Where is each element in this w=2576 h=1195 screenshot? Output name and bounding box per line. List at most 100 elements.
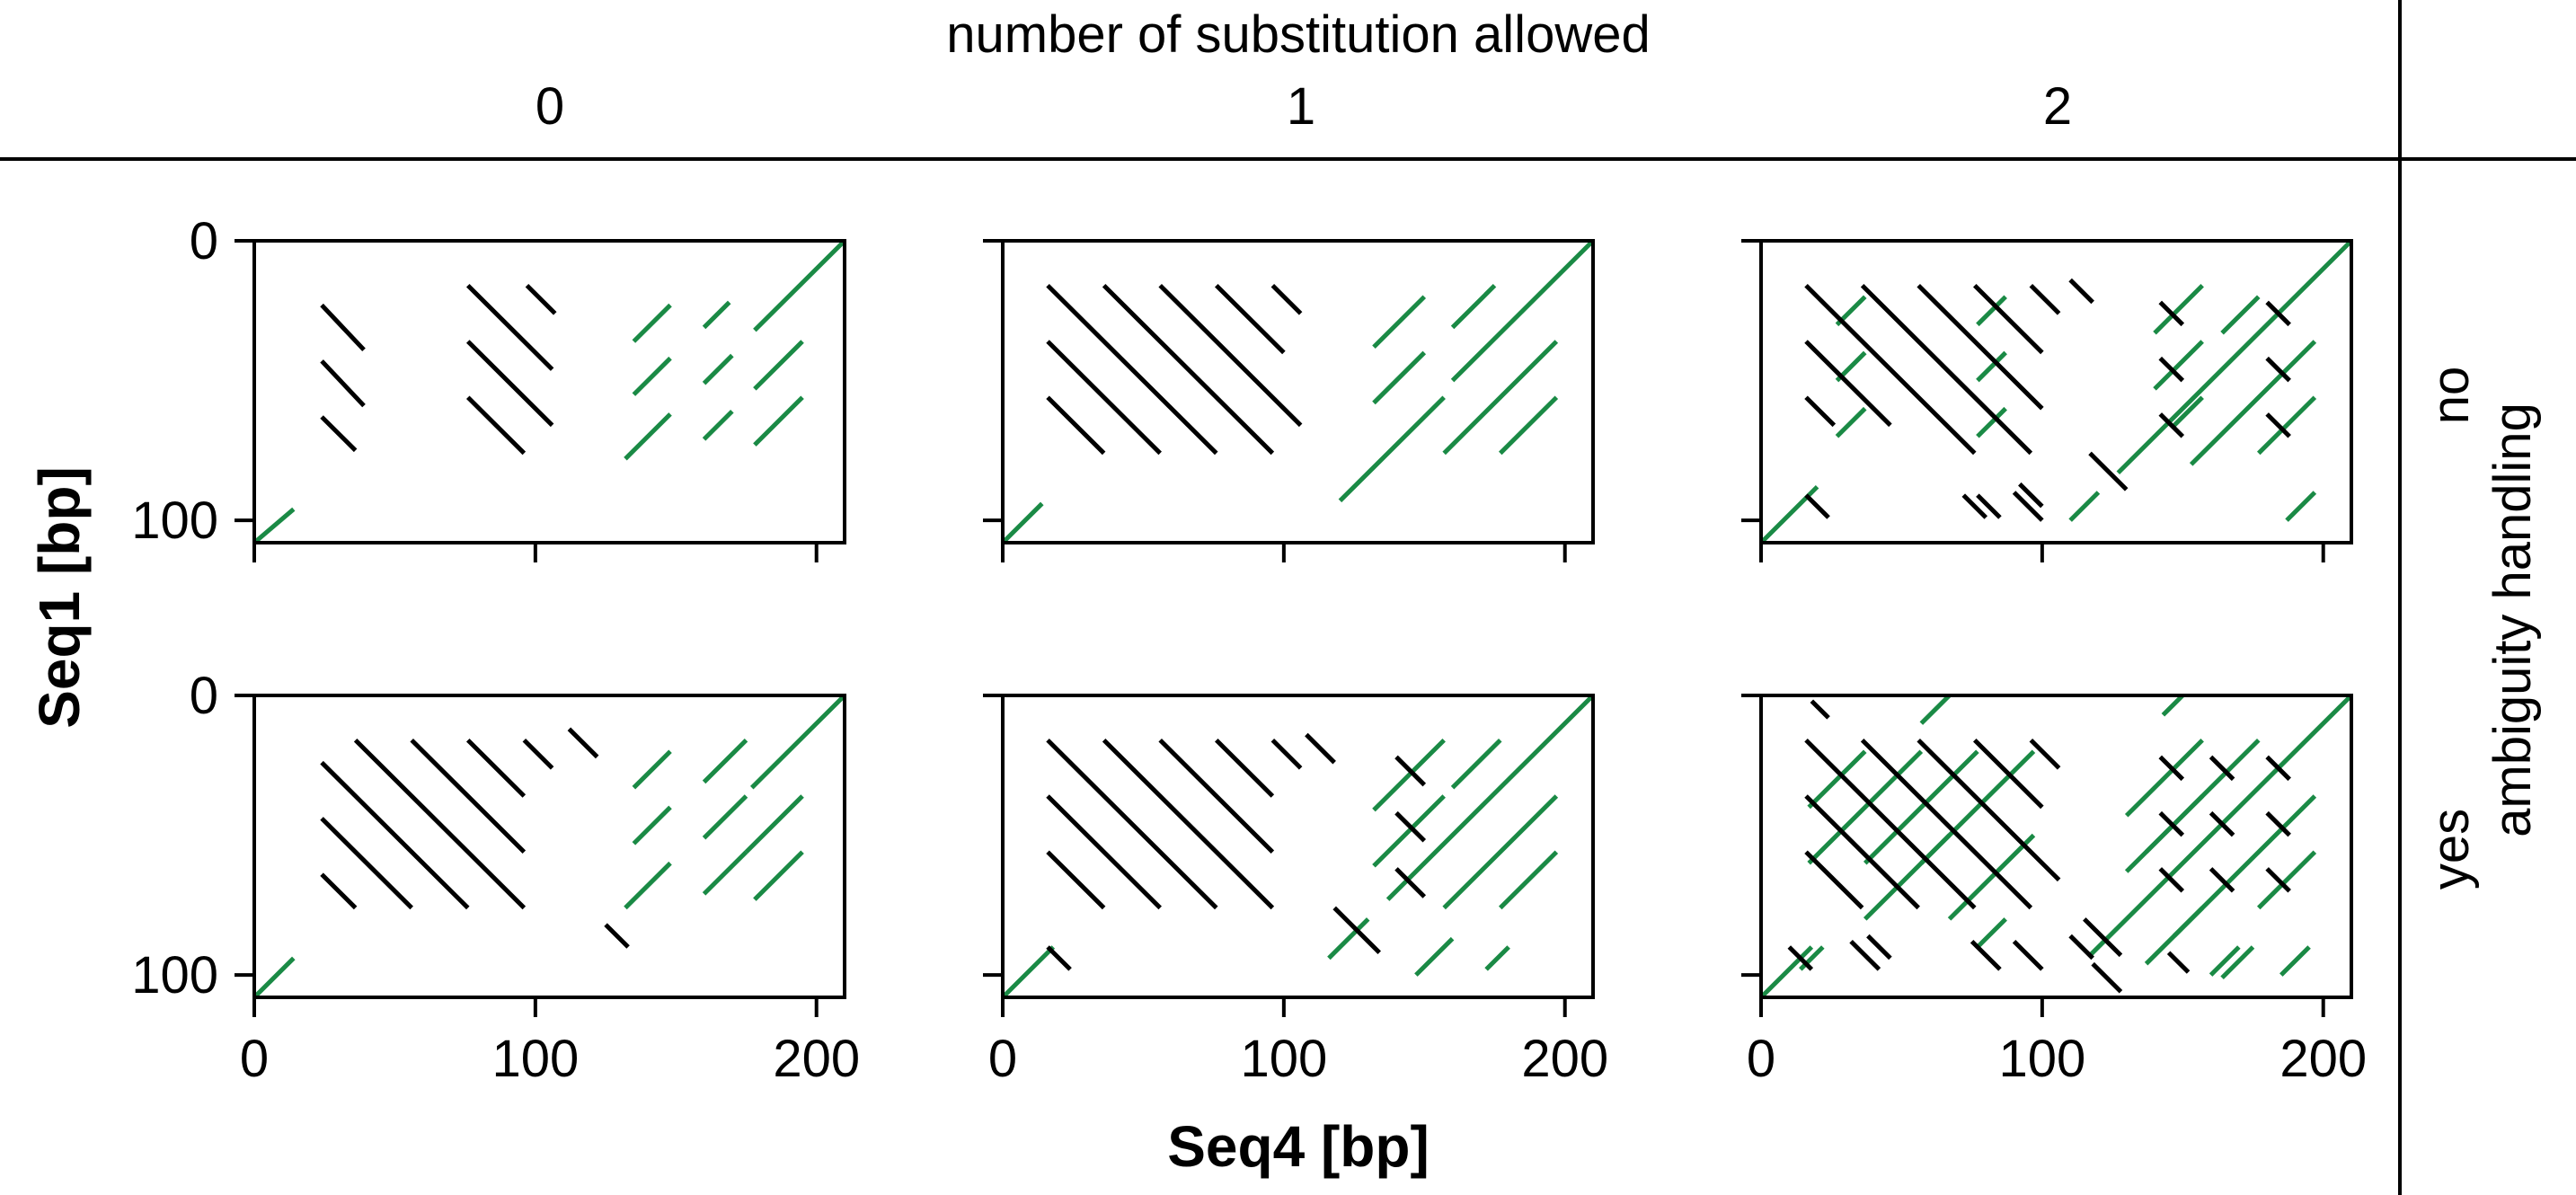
- forward-match-segment: [1372, 295, 1427, 349]
- forward-match-segment: [702, 353, 734, 385]
- reverse-match-segment: [1158, 739, 1275, 854]
- reverse-match-segment: [1804, 739, 1977, 910]
- forward-match-segment: [2285, 491, 2317, 522]
- forward-match-segment: [624, 861, 672, 910]
- forward-match-segment: [1003, 501, 1044, 543]
- reverse-match-segment: [1917, 739, 2061, 882]
- reverse-match-segment: [1394, 755, 1427, 787]
- reverse-match-segment: [320, 415, 358, 453]
- panel-segments: [1003, 695, 1593, 997]
- x-tick-label: 100: [1240, 1030, 1327, 1088]
- reverse-match-segment: [320, 760, 470, 910]
- reverse-match-segment: [320, 359, 366, 408]
- forward-match-segment: [1761, 945, 1814, 997]
- reverse-match-segment: [1102, 284, 1275, 456]
- reverse-match-segment: [2158, 867, 2185, 893]
- forward-match-segment: [1450, 739, 1502, 790]
- reverse-match-segment: [2012, 940, 2044, 971]
- panel-frame: [1759, 239, 2353, 544]
- forward-match-segment: [1450, 241, 1593, 383]
- reverse-match-segment: [2209, 755, 2235, 782]
- reverse-match-segment: [2265, 755, 2291, 782]
- panel-r0-c1: [983, 239, 1595, 562]
- reverse-match-segment: [2068, 934, 2094, 960]
- panel-r1-c1: 0 100 200: [983, 694, 1608, 1088]
- reverse-match-segment: [1394, 810, 1427, 843]
- forward-match-segment: [632, 749, 672, 790]
- reverse-match-segment: [2265, 867, 2291, 893]
- reverse-match-segment: [466, 739, 527, 798]
- forward-match-segment: [1338, 395, 1446, 503]
- forward-match-segment: [1327, 917, 1370, 960]
- reverse-match-segment: [2209, 867, 2235, 893]
- reverse-match-segment: [1849, 940, 1881, 971]
- reverse-match-segment: [1158, 284, 1303, 428]
- reverse-match-segment: [466, 284, 554, 371]
- forward-match-segment: [2153, 284, 2204, 335]
- reverse-match-segment: [1961, 493, 1988, 519]
- panel-segments: [1003, 241, 1593, 543]
- forward-match-segment: [2124, 739, 2204, 818]
- x-tick-label: 0: [240, 1030, 269, 1088]
- reverse-match-segment: [1102, 739, 1275, 910]
- forward-match-segment: [2144, 906, 2204, 966]
- reverse-match-segment: [1970, 940, 2002, 971]
- forward-match-segment: [1919, 695, 1952, 725]
- forward-match-segment: [1976, 406, 2007, 438]
- reverse-match-segment: [1804, 850, 1864, 910]
- reverse-match-segment: [1804, 395, 1837, 428]
- reverse-match-segment: [466, 340, 554, 428]
- x-tick-label: 0: [988, 1030, 1017, 1088]
- reverse-match-segment: [1270, 739, 1303, 770]
- reverse-match-segment: [2265, 810, 2291, 837]
- y-tick-label: 100: [131, 491, 218, 550]
- y-tick-label: 100: [131, 946, 218, 1005]
- reverse-match-segment: [1973, 739, 2044, 810]
- forward-match-segment: [1385, 695, 1593, 901]
- forward-match-segment: [2068, 491, 2101, 522]
- forward-match-segment: [1498, 395, 1559, 456]
- forward-match-segment: [2189, 340, 2317, 466]
- forward-match-segment: [702, 794, 748, 840]
- forward-match-segment: [1835, 406, 1867, 438]
- right-title: ambiguity handling: [2483, 403, 2542, 837]
- forward-match-segment: [1976, 350, 2007, 383]
- panel-frame: [1001, 694, 1595, 999]
- forward-match-segment: [2220, 295, 2261, 335]
- reverse-match-segment: [353, 739, 527, 910]
- forward-match-segment: [1414, 936, 1455, 977]
- reverse-match-segment: [320, 817, 413, 910]
- reverse-match-segment: [1332, 906, 1381, 954]
- panel-segments: [254, 241, 845, 543]
- reverse-match-segment: [2158, 755, 2185, 782]
- x-tick-label: 0: [1747, 1030, 1775, 1088]
- reverse-match-segment: [466, 395, 527, 456]
- row-label-no: no: [2421, 367, 2480, 425]
- forward-match-segment: [1003, 945, 1056, 997]
- panel-frame: [1001, 239, 1595, 544]
- reverse-match-segment: [2158, 356, 2185, 383]
- forward-match-segment: [753, 850, 804, 901]
- forward-match-segment: [1372, 350, 1427, 405]
- col-label-2: 2: [2043, 77, 2072, 136]
- reverse-match-segment: [2083, 917, 2123, 958]
- forward-match-segment: [753, 395, 804, 447]
- reverse-match-segment: [410, 739, 527, 854]
- forward-match-segment: [1863, 833, 1952, 921]
- reverse-match-segment: [1046, 284, 1218, 456]
- reverse-match-segment: [2012, 491, 2044, 522]
- x-tick-label: 100: [1998, 1030, 2085, 1088]
- reverse-match-segment: [1046, 794, 1162, 910]
- reverse-match-segment: [1215, 739, 1275, 798]
- reverse-match-segment: [1804, 794, 1920, 910]
- reverse-match-segment: [522, 739, 554, 770]
- forward-match-segment: [2173, 395, 2204, 428]
- reverse-match-segment: [1860, 284, 2033, 456]
- reverse-match-segment: [2265, 356, 2291, 383]
- reverse-match-segment: [1787, 945, 1814, 971]
- forward-match-segment: [1498, 850, 1559, 910]
- reverse-match-segment: [1046, 340, 1162, 456]
- reverse-match-segment: [320, 303, 366, 352]
- forward-match-segment: [2161, 695, 2185, 717]
- reverse-match-segment: [2158, 810, 2185, 837]
